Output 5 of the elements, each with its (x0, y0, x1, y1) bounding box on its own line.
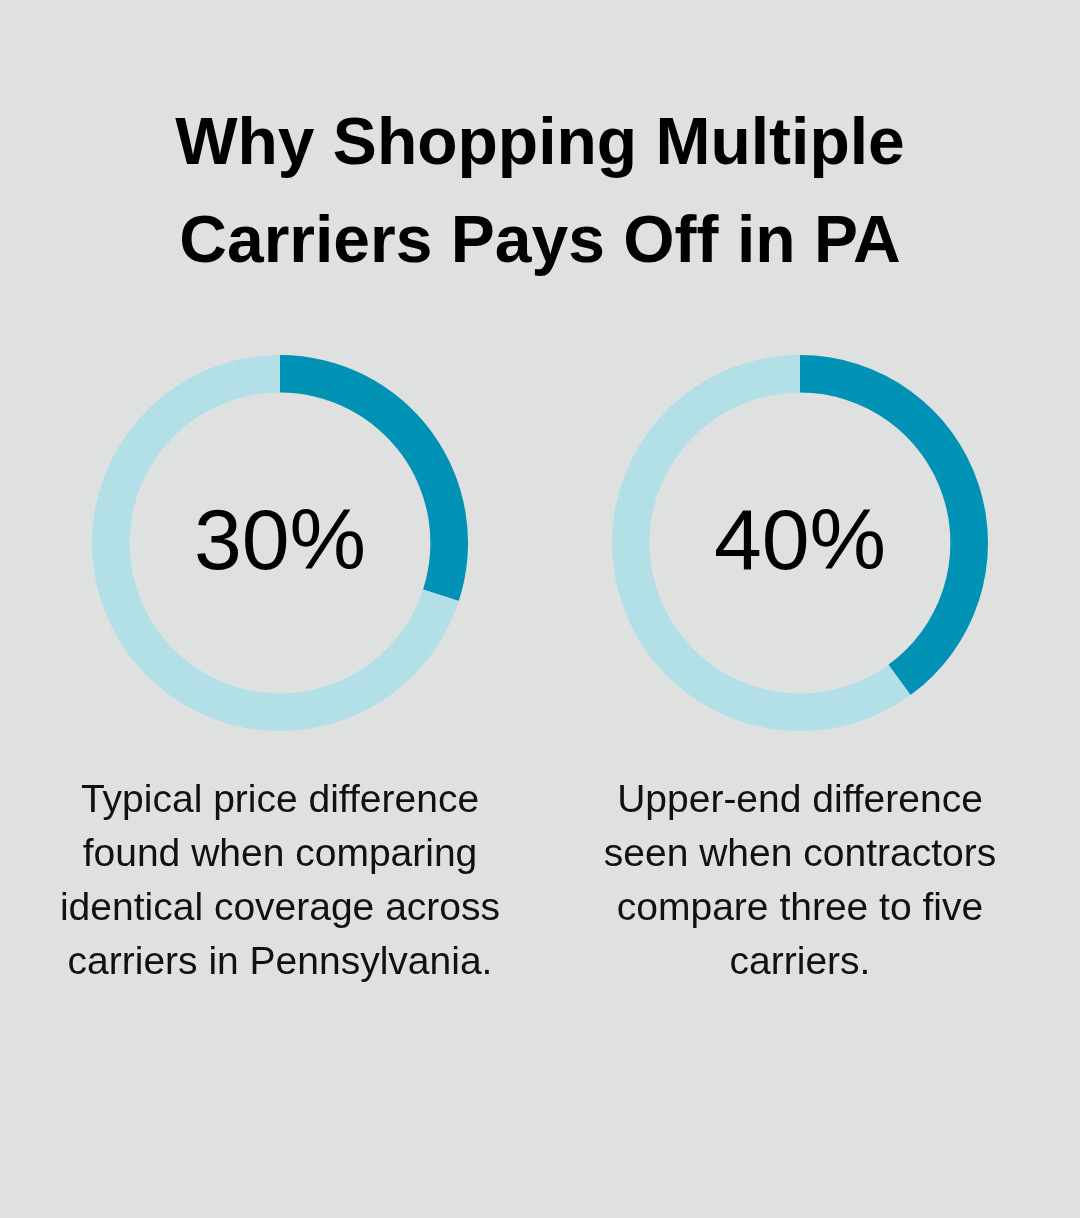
text: Upper-end difference seen when contractors compare three to five carriers. (602, 776, 998, 984)
data-label: 30% (193, 490, 367, 587)
text: Typical price difference found when comparing identical coverage across carriers in Pennsylvania. (58, 776, 502, 984)
data-label: 40% (713, 490, 887, 587)
chart-title: Why Shopping Multiple Carriers Pays Off in PA (174, 103, 906, 278)
